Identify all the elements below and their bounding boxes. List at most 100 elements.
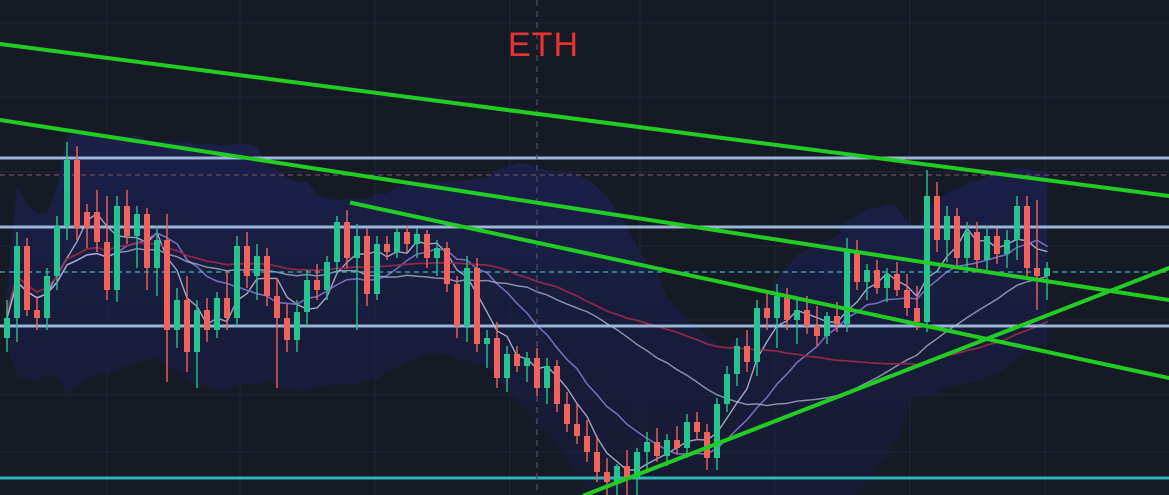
candle[interactable] [134, 206, 140, 268]
candle[interactable] [684, 414, 690, 458]
candle[interactable] [904, 274, 910, 316]
candle[interactable] [674, 426, 680, 454]
candle[interactable] [394, 228, 400, 258]
candle[interactable] [384, 236, 390, 260]
candle[interactable] [954, 208, 960, 268]
candle[interactable] [894, 262, 900, 296]
candle[interactable] [574, 404, 580, 444]
candle[interactable] [514, 346, 520, 372]
candle[interactable] [194, 300, 200, 388]
candle[interactable] [594, 436, 600, 482]
candle[interactable] [934, 182, 940, 252]
candle[interactable] [824, 312, 830, 344]
candle[interactable] [844, 238, 850, 332]
candlestick-series[interactable] [4, 142, 1050, 495]
candle[interactable] [204, 298, 210, 342]
candle[interactable] [284, 304, 290, 352]
candle[interactable] [164, 214, 170, 382]
candle[interactable] [14, 232, 20, 342]
trendlines-group[interactable] [0, 41, 1169, 495]
ascending-support[interactable] [582, 265, 1169, 495]
candle[interactable] [554, 360, 560, 412]
candle[interactable] [34, 296, 40, 330]
candle[interactable] [124, 190, 130, 244]
candle[interactable] [714, 398, 720, 470]
candle[interactable] [294, 300, 300, 352]
candle[interactable] [274, 278, 280, 388]
candle[interactable] [854, 240, 860, 290]
candle[interactable] [324, 256, 330, 300]
candle[interactable] [1004, 230, 1010, 268]
candle[interactable] [84, 204, 90, 248]
candle[interactable] [424, 230, 430, 268]
candle[interactable] [114, 196, 120, 302]
candle[interactable] [4, 300, 10, 352]
candle[interactable] [724, 366, 730, 412]
candle[interactable] [814, 306, 820, 346]
candle[interactable] [354, 224, 360, 330]
candle[interactable] [764, 290, 770, 330]
candle[interactable] [44, 268, 50, 330]
candle[interactable] [1024, 196, 1030, 276]
candle[interactable] [624, 450, 630, 495]
candle[interactable] [524, 352, 530, 382]
descending-resistance[interactable] [349, 200, 1169, 381]
candle[interactable] [174, 288, 180, 348]
candle[interactable] [344, 210, 350, 268]
candle[interactable] [504, 346, 510, 392]
candle[interactable] [654, 428, 660, 462]
candle[interactable] [254, 244, 260, 300]
candle[interactable] [234, 236, 240, 326]
candle[interactable] [474, 258, 480, 352]
candle[interactable] [184, 276, 190, 372]
descending-channel-top[interactable] [0, 41, 1169, 199]
candle[interactable] [364, 228, 370, 306]
candle[interactable] [664, 434, 670, 466]
candle[interactable] [314, 264, 320, 300]
candle[interactable] [634, 448, 640, 495]
candle[interactable] [944, 206, 950, 262]
candle[interactable] [584, 420, 590, 462]
candle[interactable] [564, 392, 570, 432]
candle[interactable] [484, 330, 490, 368]
candle[interactable] [644, 432, 650, 470]
candle[interactable] [874, 260, 880, 294]
candle[interactable] [984, 226, 990, 270]
candle[interactable] [144, 208, 150, 290]
candle[interactable] [154, 226, 160, 296]
candle[interactable] [534, 348, 540, 396]
candle[interactable] [994, 228, 1000, 264]
candle[interactable] [24, 238, 30, 316]
candle[interactable] [264, 248, 270, 306]
candle[interactable] [214, 292, 220, 338]
candle[interactable] [454, 276, 460, 338]
candle[interactable] [864, 264, 870, 300]
candle[interactable] [94, 190, 100, 252]
candle[interactable] [374, 236, 380, 300]
candle[interactable] [1034, 200, 1040, 310]
candle[interactable] [744, 330, 750, 372]
candle[interactable] [694, 412, 700, 440]
candle[interactable] [414, 228, 420, 258]
candle[interactable] [604, 458, 610, 495]
candle[interactable] [54, 216, 60, 290]
candle[interactable] [434, 240, 440, 276]
candle[interactable] [544, 358, 550, 404]
candle[interactable] [64, 142, 70, 240]
candle[interactable] [1014, 196, 1020, 260]
candle[interactable] [964, 222, 970, 272]
candle[interactable] [224, 270, 230, 330]
candle[interactable] [734, 338, 740, 386]
candle[interactable] [794, 300, 800, 344]
candle[interactable] [334, 216, 340, 272]
candle[interactable] [444, 242, 450, 292]
candle[interactable] [974, 222, 980, 268]
candle[interactable] [404, 226, 410, 252]
candle[interactable] [614, 464, 620, 495]
candle[interactable] [104, 196, 110, 300]
candle[interactable] [924, 170, 930, 332]
candle[interactable] [304, 270, 310, 326]
candle[interactable] [464, 256, 470, 342]
candle[interactable] [754, 300, 760, 376]
